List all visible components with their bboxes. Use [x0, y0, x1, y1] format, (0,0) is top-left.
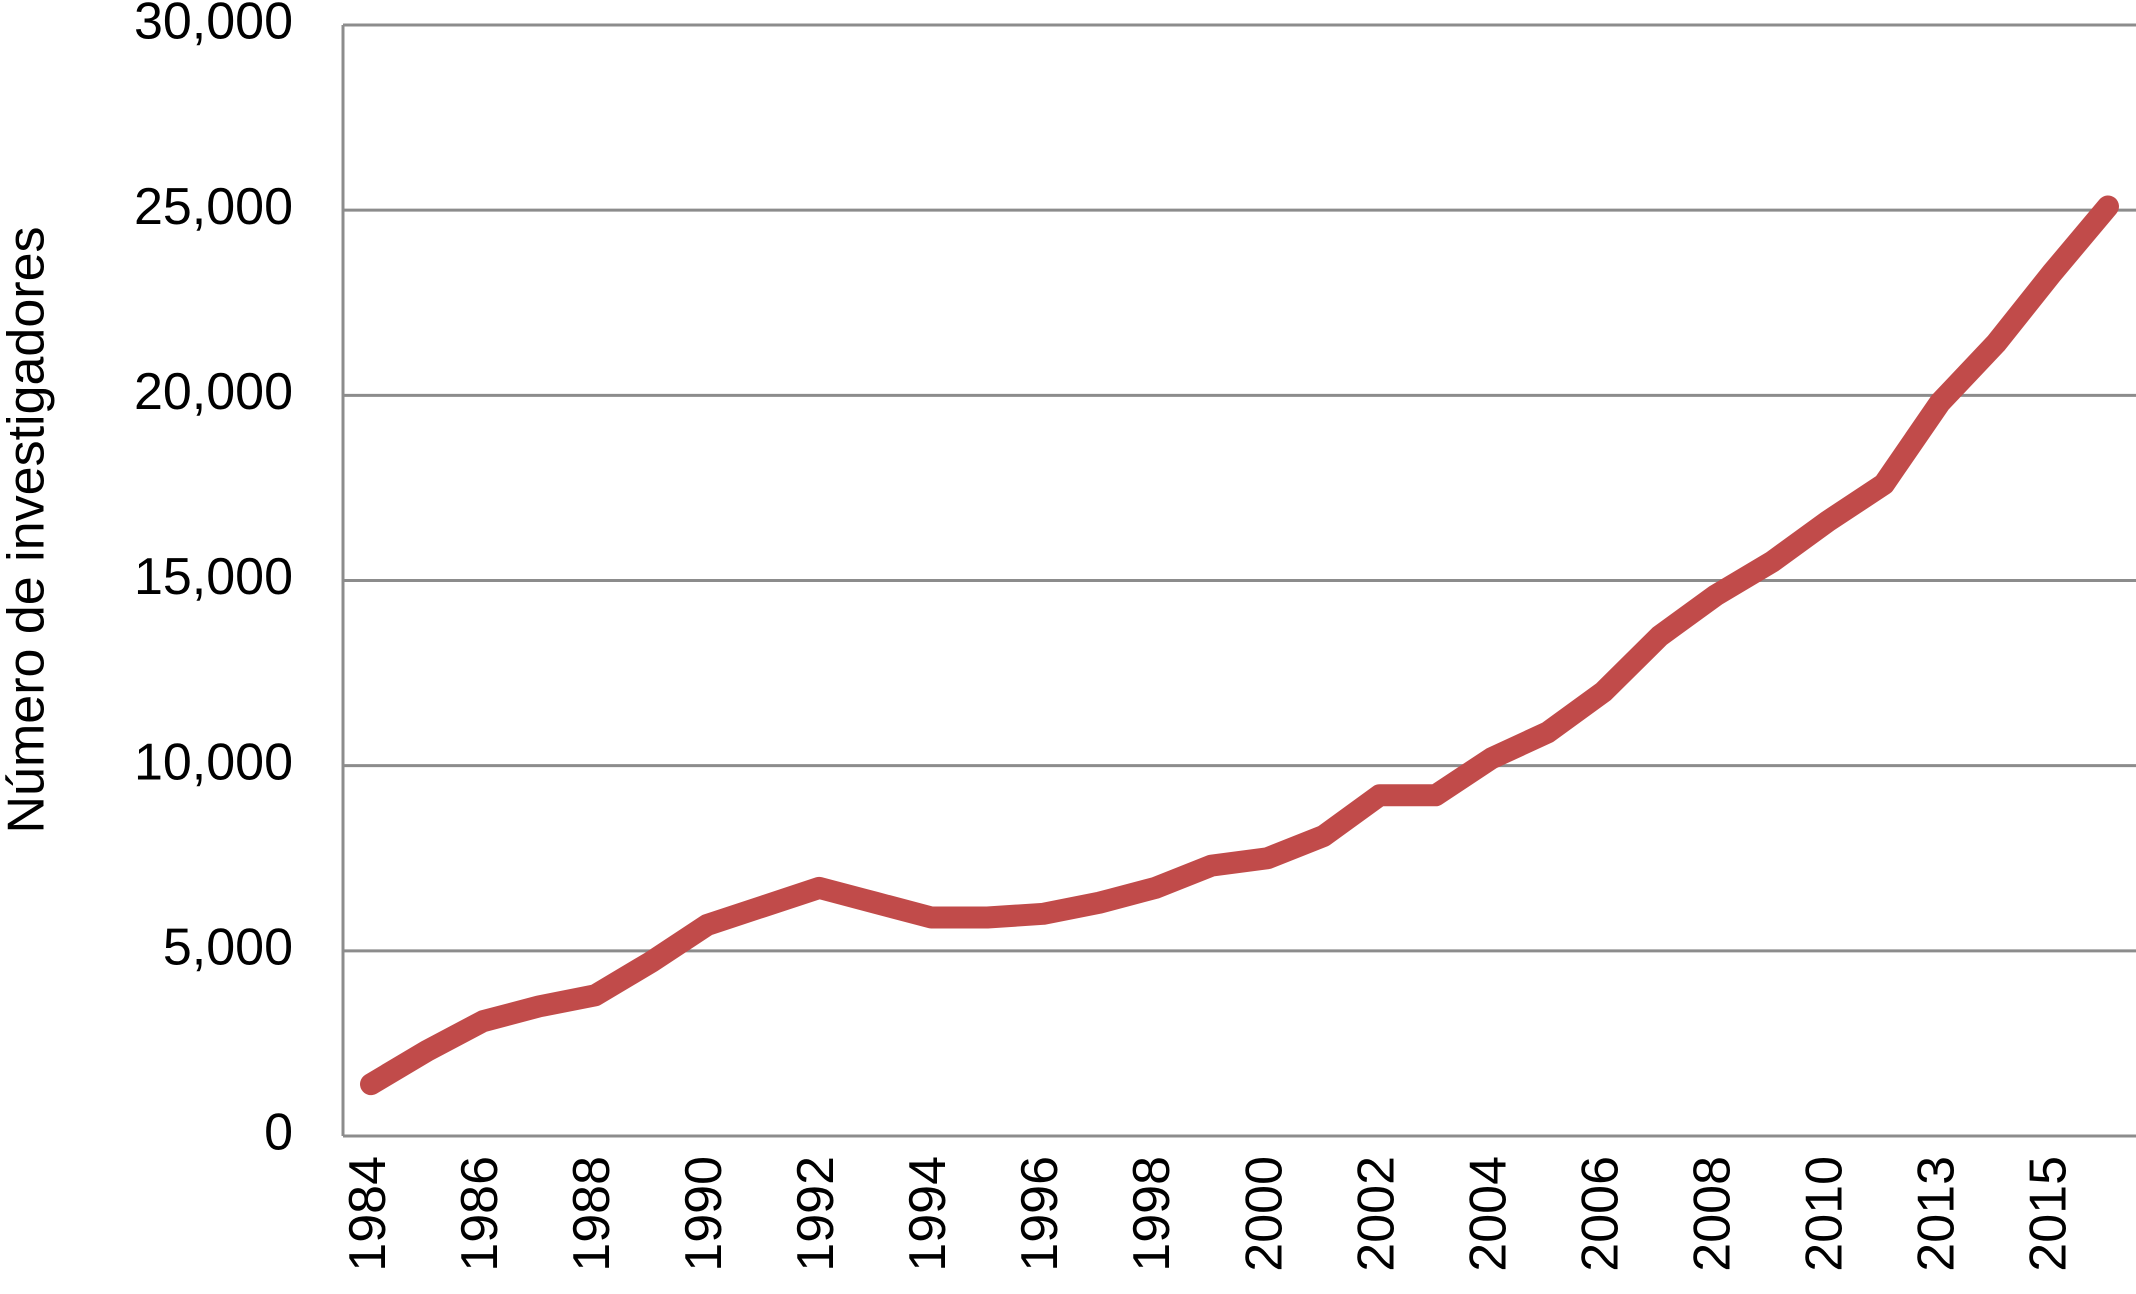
y-tick-label: 5,000: [163, 919, 293, 977]
x-tick-label: 1984: [339, 1156, 397, 1272]
y-tick-label: 0: [264, 1104, 293, 1162]
x-tick-label: 2010: [1796, 1156, 1854, 1272]
y-tick-label: 25,000: [134, 178, 293, 236]
x-tick-label: 1986: [451, 1156, 509, 1272]
x-tick-label: 1990: [675, 1156, 733, 1272]
x-tick-label: 1998: [1123, 1156, 1181, 1272]
y-axis-title: Número de investigadores: [0, 227, 56, 834]
y-tick-label: 20,000: [134, 363, 293, 421]
x-tick-label: 1992: [787, 1156, 845, 1272]
y-tick-label: 10,000: [134, 733, 293, 791]
x-tick-label: 2008: [1684, 1156, 1742, 1272]
x-tick-label: 2015: [2020, 1156, 2078, 1272]
x-tick-label: 2006: [1571, 1156, 1629, 1272]
x-tick-label: 1988: [563, 1156, 621, 1272]
data-line: [360, 195, 2119, 1096]
x-tick-label: 2002: [1347, 1156, 1405, 1272]
x-tick-label: 2004: [1459, 1156, 1517, 1272]
y-tick-label: 15,000: [134, 548, 293, 606]
x-tick-label: 1994: [899, 1156, 957, 1272]
x-tick-label: 1996: [1011, 1156, 1069, 1272]
y-tick-label: 30,000: [134, 0, 293, 51]
x-tick-label: 2013: [1908, 1156, 1966, 1272]
x-tick-label: 2000: [1235, 1156, 1293, 1272]
